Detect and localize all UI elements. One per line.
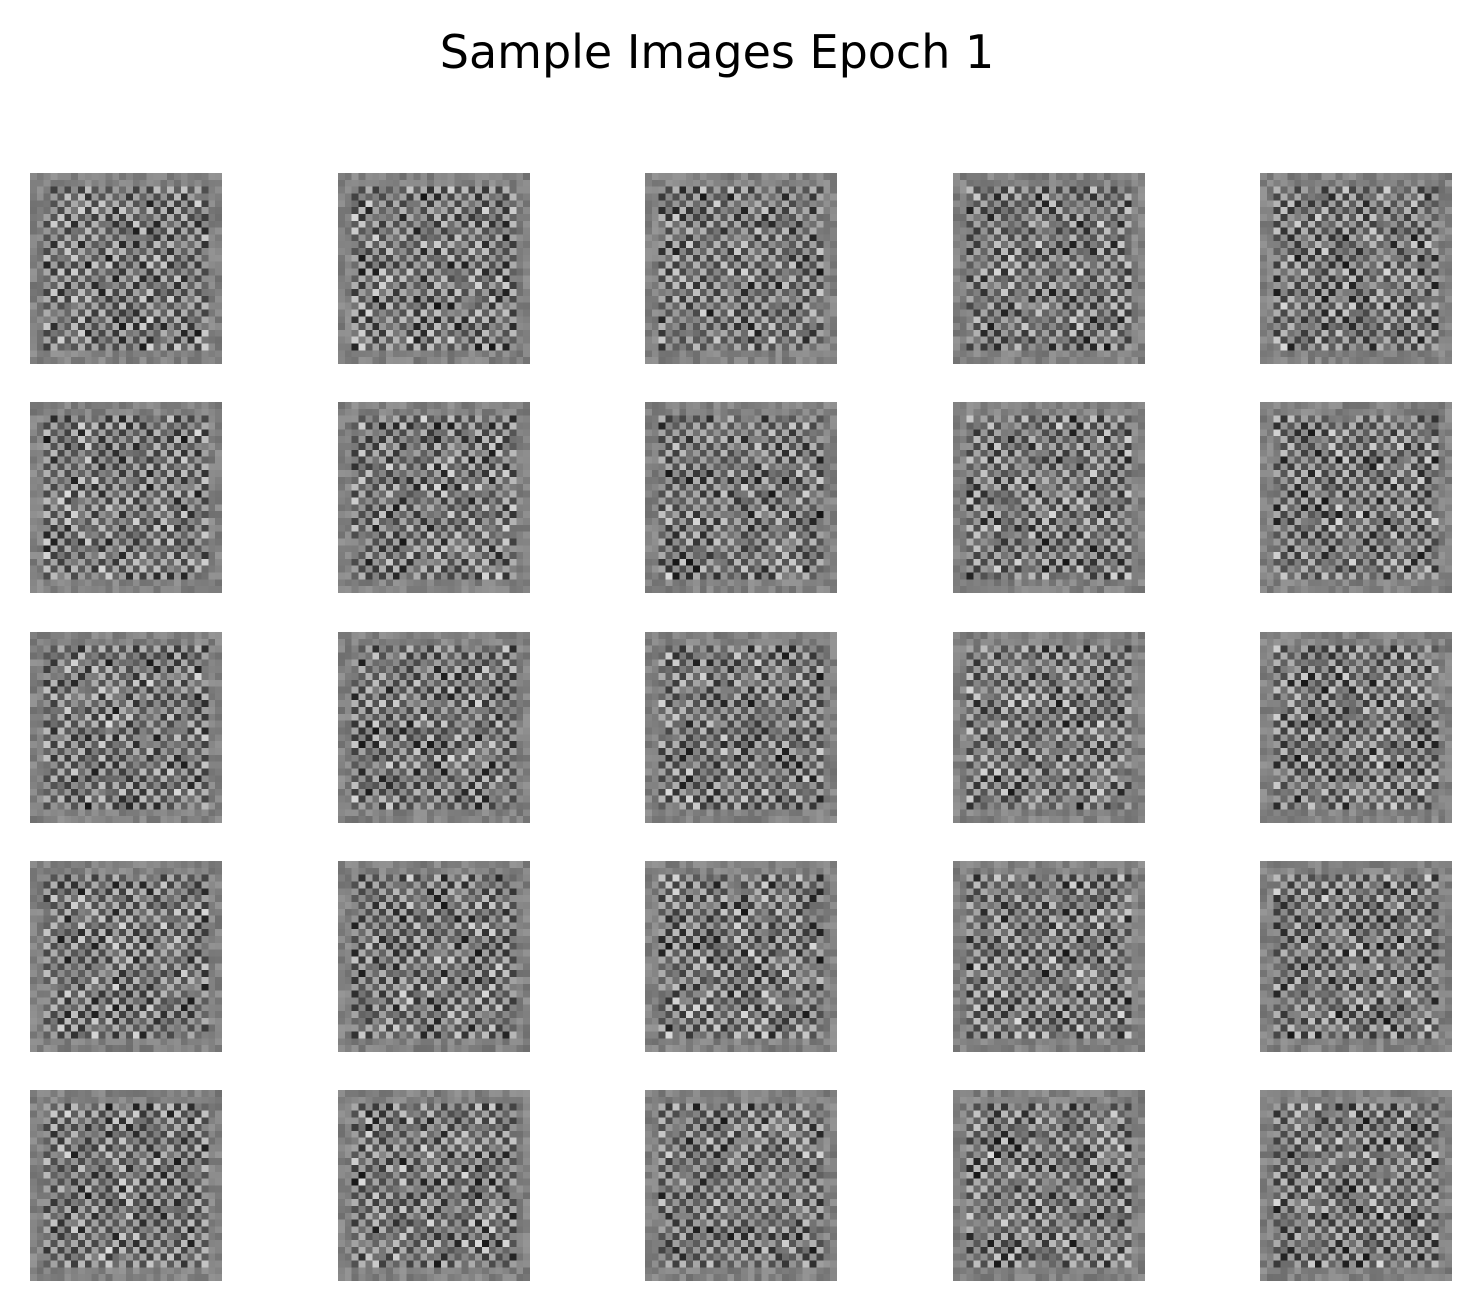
sample-image-r2-c1 [30, 402, 222, 593]
sample-image-r5-c5 [1260, 1090, 1452, 1281]
sample-image-r4-c2 [338, 861, 530, 1052]
sample-image-grid [30, 173, 1452, 1281]
sample-image-r2-c5 [1260, 402, 1452, 593]
sample-image-r5-c4 [953, 1090, 1145, 1281]
sample-image-r2-c3 [645, 402, 837, 593]
sample-image-r1-c4 [953, 173, 1145, 364]
sample-image-r3-c2 [338, 632, 530, 823]
sample-image-r4-c1 [30, 861, 222, 1052]
sample-image-r5-c1 [30, 1090, 222, 1281]
sample-image-r3-c4 [953, 632, 1145, 823]
figure-title: Sample Images Epoch 1 [439, 25, 995, 79]
sample-image-r3-c1 [30, 632, 222, 823]
sample-image-r2-c2 [338, 402, 530, 593]
sample-image-r1-c5 [1260, 173, 1452, 364]
sample-image-r4-c5 [1260, 861, 1452, 1052]
sample-image-r4-c3 [645, 861, 837, 1052]
sample-image-r5-c2 [338, 1090, 530, 1281]
sample-image-r5-c3 [645, 1090, 837, 1281]
sample-image-r1-c1 [30, 173, 222, 364]
sample-image-r3-c5 [1260, 632, 1452, 823]
sample-image-r1-c3 [645, 173, 837, 364]
sample-image-r1-c2 [338, 173, 530, 364]
sample-image-r4-c4 [953, 861, 1145, 1052]
sample-image-r2-c4 [953, 402, 1145, 593]
sample-image-r3-c3 [645, 632, 837, 823]
